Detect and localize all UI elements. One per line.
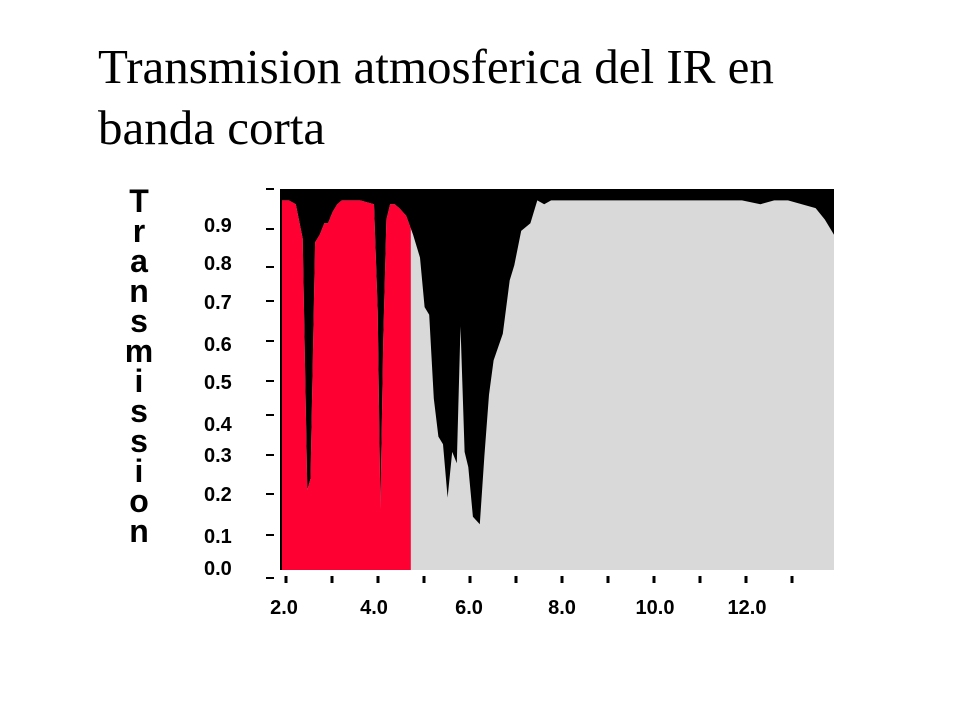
- y-tick-label: 0.1: [204, 526, 232, 548]
- x-tick-label: 6.0: [455, 597, 483, 619]
- y-axis-label-letter: i: [135, 453, 144, 489]
- y-axis-label-letter: i: [135, 363, 144, 399]
- x-axis-tick-labels: 2.0 4.0 6.0 8.0 10.0 12.0: [270, 597, 766, 619]
- y-axis-label-letter: a: [130, 243, 148, 279]
- y-axis-tick-labels: 0.0 0.1 0.2 0.3 0.4 0.5 0.6 0.7 0.8 0.9: [204, 215, 233, 580]
- y-axis-label-letter: s: [130, 393, 148, 429]
- y-axis-label-letter: r: [133, 213, 145, 249]
- y-axis-label-letter: n: [129, 513, 149, 549]
- red-highlight-band: [282, 200, 411, 570]
- x-tick-label: 12.0: [728, 597, 767, 619]
- y-tick-label: 0.0: [204, 558, 232, 580]
- y-axis-label-letter: T: [129, 183, 149, 219]
- y-tick-label: 0.6: [204, 334, 232, 356]
- y-axis-label-letter: s: [130, 423, 148, 459]
- transmission-area: [282, 200, 834, 570]
- y-axis-label-letter: n: [129, 273, 149, 309]
- y-tick-label: 0.9: [204, 215, 232, 237]
- y-tick-label: 0.4: [204, 414, 233, 436]
- x-axis-ticks: [284, 576, 794, 583]
- y-tick-label: 0.3: [204, 445, 232, 467]
- y-tick-label: 0.2: [204, 484, 232, 506]
- y-tick-label: 0.8: [204, 253, 232, 275]
- y-axis-label-letter: s: [130, 303, 148, 339]
- y-axis-ticks: [266, 188, 274, 579]
- slide-title: Transmision atmosferica del IR en banda …: [98, 39, 774, 155]
- y-tick-label: 0.7: [204, 292, 232, 314]
- x-tick-label: 8.0: [548, 597, 576, 619]
- x-tick-label: 10.0: [636, 597, 675, 619]
- x-tick-label: 4.0: [360, 597, 388, 619]
- y-axis-label-letter: m: [125, 333, 153, 369]
- y-tick-label: 0.5: [204, 372, 232, 394]
- x-tick-label: 2.0: [270, 597, 298, 619]
- y-axis-label-letter: o: [129, 483, 149, 519]
